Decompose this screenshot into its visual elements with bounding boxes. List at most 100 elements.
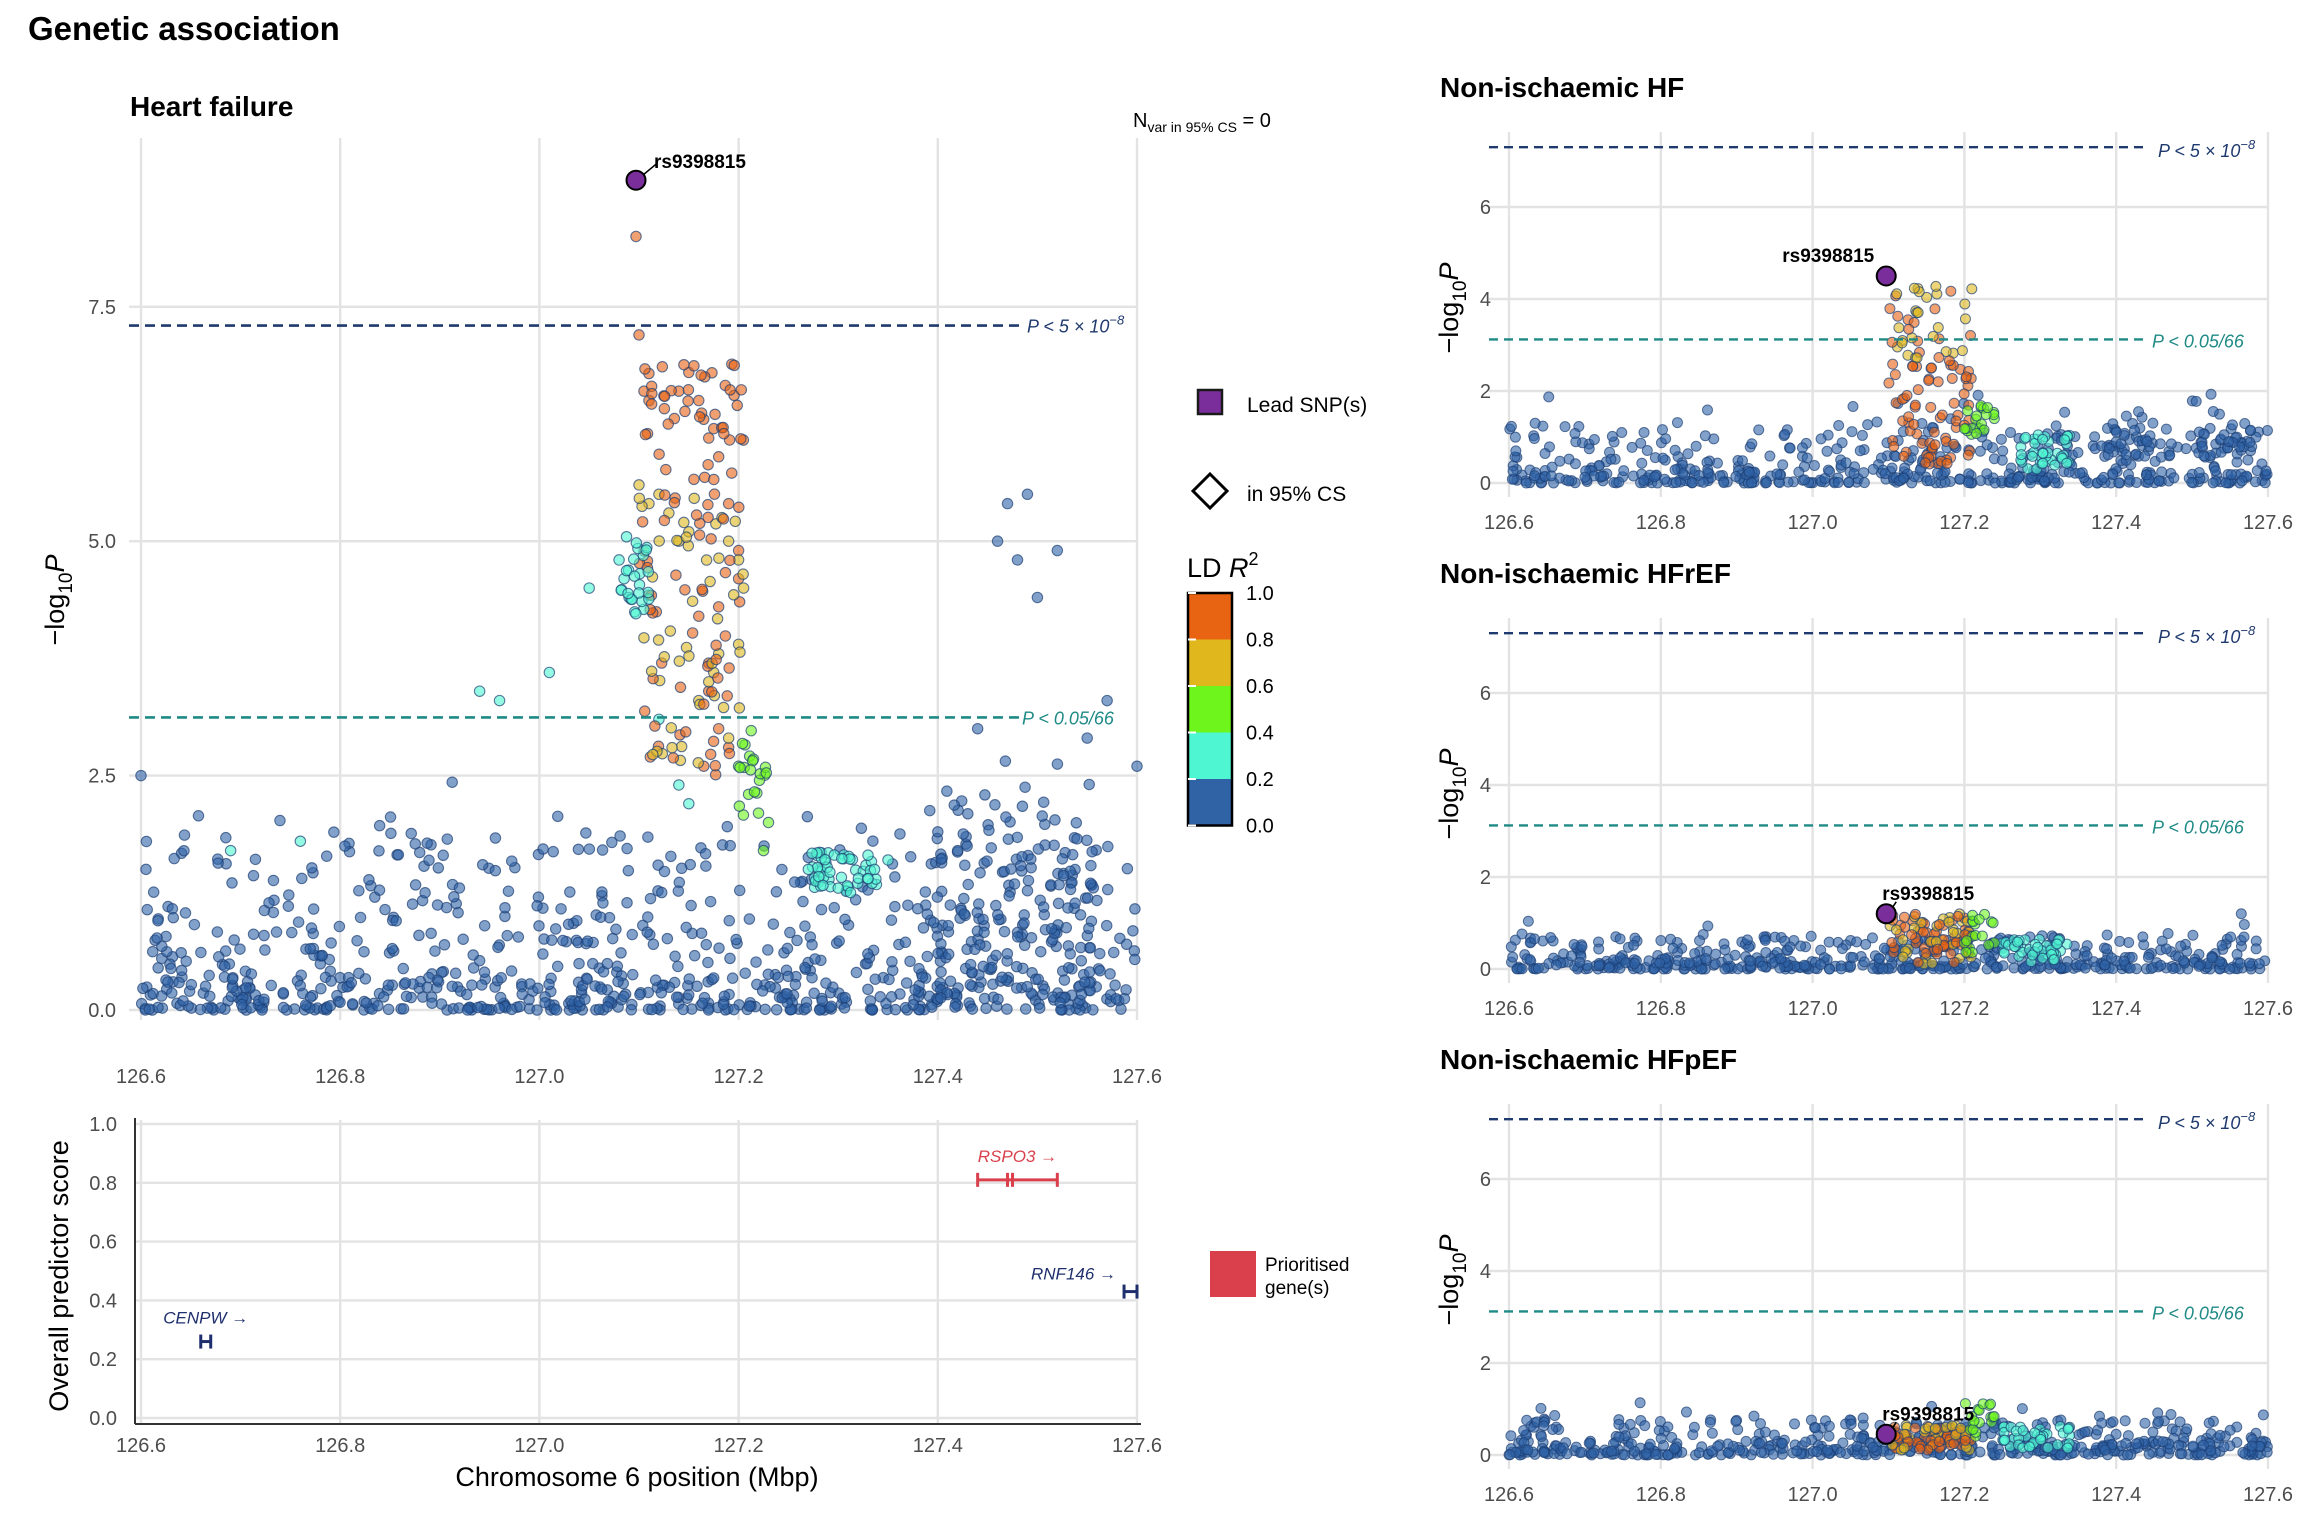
snp-point <box>2143 1448 2155 1460</box>
snp-point <box>557 934 569 947</box>
snp-point <box>990 899 1002 912</box>
snp-point <box>461 1004 474 1016</box>
sub-lead-connector <box>1891 901 1897 909</box>
snp-point <box>2190 395 2202 407</box>
snp-point <box>1110 992 1122 1005</box>
snp-point <box>1671 417 1683 429</box>
snp-point <box>992 908 1004 921</box>
ld-bin-4 <box>1188 779 1232 826</box>
snp-point <box>1982 402 1994 414</box>
snp-point <box>2051 938 2063 950</box>
snp-point <box>192 810 205 822</box>
snp-point <box>2197 1439 2209 1451</box>
snp-point <box>1036 810 1048 822</box>
snp-point <box>756 985 769 997</box>
ld-bin-2 <box>1188 686 1232 733</box>
snp-point <box>2120 410 2132 422</box>
snp-point <box>1016 800 1029 813</box>
snp-point <box>700 860 712 872</box>
sub-lead-connector <box>1891 1421 1897 1429</box>
snp-point <box>2079 962 2091 974</box>
snp-point <box>1057 869 1070 882</box>
snp-point <box>743 913 756 925</box>
snp-point <box>1010 982 1023 994</box>
snp-point <box>2196 440 2208 452</box>
snp-point <box>1798 959 1810 971</box>
snp-point <box>658 390 671 403</box>
sub-points-layer: rs9398815 <box>1504 246 2273 489</box>
snp-point <box>1933 1435 1945 1447</box>
snp-point <box>2012 936 2024 948</box>
snp-point <box>1755 1446 1767 1458</box>
snp-point <box>493 1002 506 1015</box>
snp-point <box>1784 442 1796 454</box>
snp-point <box>505 965 518 977</box>
snp-point <box>730 933 742 946</box>
snp-point <box>1005 863 1017 875</box>
snp-point <box>733 884 746 897</box>
snp-point <box>1912 956 1924 968</box>
snp-point <box>728 359 740 372</box>
gene-label-RNF146: RNF146 → <box>1031 1265 1116 1284</box>
snp-point <box>2049 459 2061 471</box>
snp-point <box>386 942 399 955</box>
snp-point <box>649 974 662 986</box>
snp-point <box>551 810 564 823</box>
snp-point <box>638 632 650 644</box>
gene-marks-layer: CENPW →RSPO3 →RNF146 → <box>163 1147 1139 1349</box>
snp-point <box>2207 477 2219 489</box>
snp-point <box>978 992 991 1005</box>
snp-point <box>942 948 955 961</box>
snp-point <box>1730 1415 1742 1427</box>
snp-point <box>564 886 576 898</box>
snp-point <box>1989 477 2001 489</box>
snp-point <box>672 885 685 897</box>
snp-point <box>713 552 725 564</box>
snp-point <box>1890 924 1902 936</box>
sub-ytick-1: 2 <box>1480 1353 1491 1375</box>
snp-point <box>1001 947 1014 960</box>
snp-point <box>1800 1436 1812 1448</box>
snp-point <box>1699 430 1711 442</box>
snp-point <box>1702 920 1714 932</box>
snp-point <box>1795 940 1807 952</box>
snp-point <box>345 977 358 989</box>
snp-point <box>665 722 678 734</box>
snp-point <box>669 950 681 963</box>
snp-point <box>1973 913 1985 925</box>
snp-point <box>1891 288 1903 300</box>
snp-point <box>499 901 511 914</box>
snp-point <box>825 1000 837 1012</box>
snp-point <box>944 975 957 987</box>
snp-point <box>1958 388 1970 400</box>
snp-point <box>1999 1434 2011 1446</box>
snp-point <box>700 938 713 951</box>
snp-point <box>904 955 916 968</box>
snp-point <box>996 971 1008 984</box>
snp-point <box>1856 429 1868 441</box>
snp-point <box>696 583 708 596</box>
snp-point <box>449 967 462 980</box>
snp-point <box>1641 444 1653 456</box>
snp-point <box>1019 1003 1032 1015</box>
snp-point <box>162 976 174 988</box>
snp-point <box>1926 957 1938 969</box>
snp-point <box>688 473 700 486</box>
snp-point <box>981 855 993 867</box>
main-xtick-1: 126.8 <box>315 1066 365 1088</box>
snp-point <box>1670 477 1682 489</box>
ld-colorbar: 1.0 0.8 0.6 0.4 0.2 0.0 <box>1186 583 1274 838</box>
snp-point <box>178 829 191 841</box>
snp-point <box>1021 884 1034 897</box>
snp-point <box>476 979 488 991</box>
ylab-sub: 10 <box>1450 767 1471 788</box>
snp-point <box>927 916 940 929</box>
snp-point <box>964 979 977 991</box>
snp-point <box>382 1003 395 1016</box>
sub-xtick-4: 127.4 <box>2091 1484 2141 1506</box>
snp-point <box>2101 943 2113 955</box>
snp-point <box>296 872 308 885</box>
snp-point <box>626 928 638 941</box>
snp-point <box>1961 935 1973 947</box>
snp-point <box>770 1003 783 1016</box>
